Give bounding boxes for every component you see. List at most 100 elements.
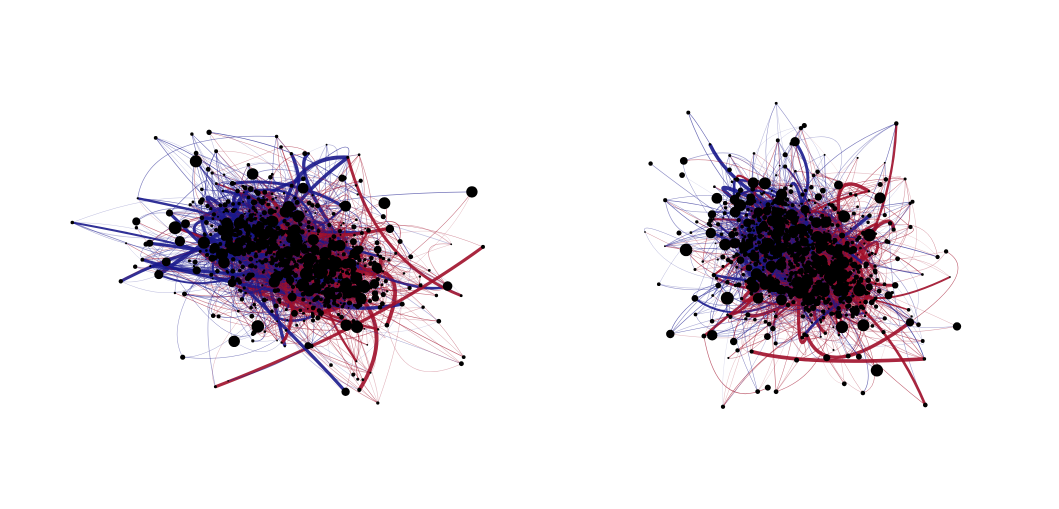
node: [287, 295, 292, 299]
node: [210, 171, 214, 175]
node: [318, 259, 323, 264]
node: [299, 255, 303, 259]
node: [255, 225, 258, 228]
node: [332, 246, 338, 252]
node: [221, 217, 233, 229]
node: [381, 270, 385, 273]
node: [270, 309, 274, 314]
node: [234, 226, 240, 232]
node: [261, 237, 265, 241]
node: [316, 308, 322, 313]
node: [308, 301, 312, 305]
edge: [377, 258, 387, 330]
node: [292, 206, 297, 211]
node: [221, 189, 224, 193]
node: [350, 320, 364, 334]
node: [408, 254, 414, 260]
node: [266, 239, 272, 245]
edge: [888, 123, 926, 406]
node: [313, 290, 317, 294]
node: [285, 221, 290, 227]
node: [259, 216, 265, 223]
node: [235, 233, 239, 238]
node: [300, 257, 307, 263]
edge: [210, 258, 265, 304]
node: [357, 153, 361, 157]
node: [214, 182, 218, 186]
node: [352, 282, 354, 285]
node: [236, 309, 240, 313]
node: [227, 229, 231, 233]
node: [344, 299, 346, 302]
node: [182, 291, 187, 297]
node: [284, 201, 288, 205]
node: [267, 225, 272, 230]
node: [255, 230, 259, 234]
edge: [169, 180, 209, 214]
node: [239, 289, 243, 293]
node: [321, 263, 326, 268]
node: [331, 234, 337, 240]
node: [205, 249, 208, 252]
node: [369, 371, 372, 374]
node: [285, 252, 289, 256]
node: [315, 315, 321, 321]
node: [309, 343, 314, 349]
node: [269, 219, 275, 224]
node: [376, 253, 380, 256]
node: [314, 283, 320, 288]
node: [421, 305, 425, 309]
node: [284, 329, 288, 332]
node: [303, 288, 308, 293]
edge: [169, 177, 271, 214]
node: [270, 192, 274, 196]
node: [316, 229, 321, 233]
node: [270, 259, 273, 263]
node: [481, 244, 485, 249]
node: [230, 275, 235, 280]
node: [322, 301, 325, 304]
node: [364, 227, 367, 230]
node: [252, 224, 256, 228]
node: [339, 243, 344, 248]
node: [387, 258, 391, 262]
node: [262, 195, 265, 199]
node: [219, 219, 222, 222]
node: [302, 242, 305, 245]
node: [307, 229, 311, 233]
node: [274, 196, 278, 199]
node: [312, 255, 318, 261]
node: [369, 255, 374, 261]
node: [322, 269, 329, 276]
node: [273, 234, 279, 240]
node: [258, 228, 263, 233]
node: [380, 291, 386, 298]
network-graph-left: [45, 18, 539, 492]
node: [238, 223, 242, 227]
edge: [135, 266, 320, 315]
edge: [298, 194, 349, 237]
node: [303, 263, 308, 268]
node: [211, 217, 215, 221]
node: [442, 281, 453, 291]
node: [231, 250, 236, 256]
edge: [317, 212, 357, 257]
node: [239, 239, 242, 243]
node: [279, 241, 282, 244]
node: [136, 197, 139, 200]
node: [242, 185, 248, 191]
node: [213, 385, 217, 389]
node: [218, 203, 223, 208]
node: [174, 236, 186, 247]
node: [242, 191, 245, 194]
node: [383, 279, 388, 284]
node: [366, 344, 369, 346]
node: [381, 256, 386, 261]
node: [232, 244, 237, 249]
edge: [386, 325, 462, 372]
edge: [664, 239, 728, 258]
node: [250, 332, 255, 336]
node: [233, 181, 237, 185]
node: [248, 217, 254, 223]
node: [246, 224, 251, 228]
